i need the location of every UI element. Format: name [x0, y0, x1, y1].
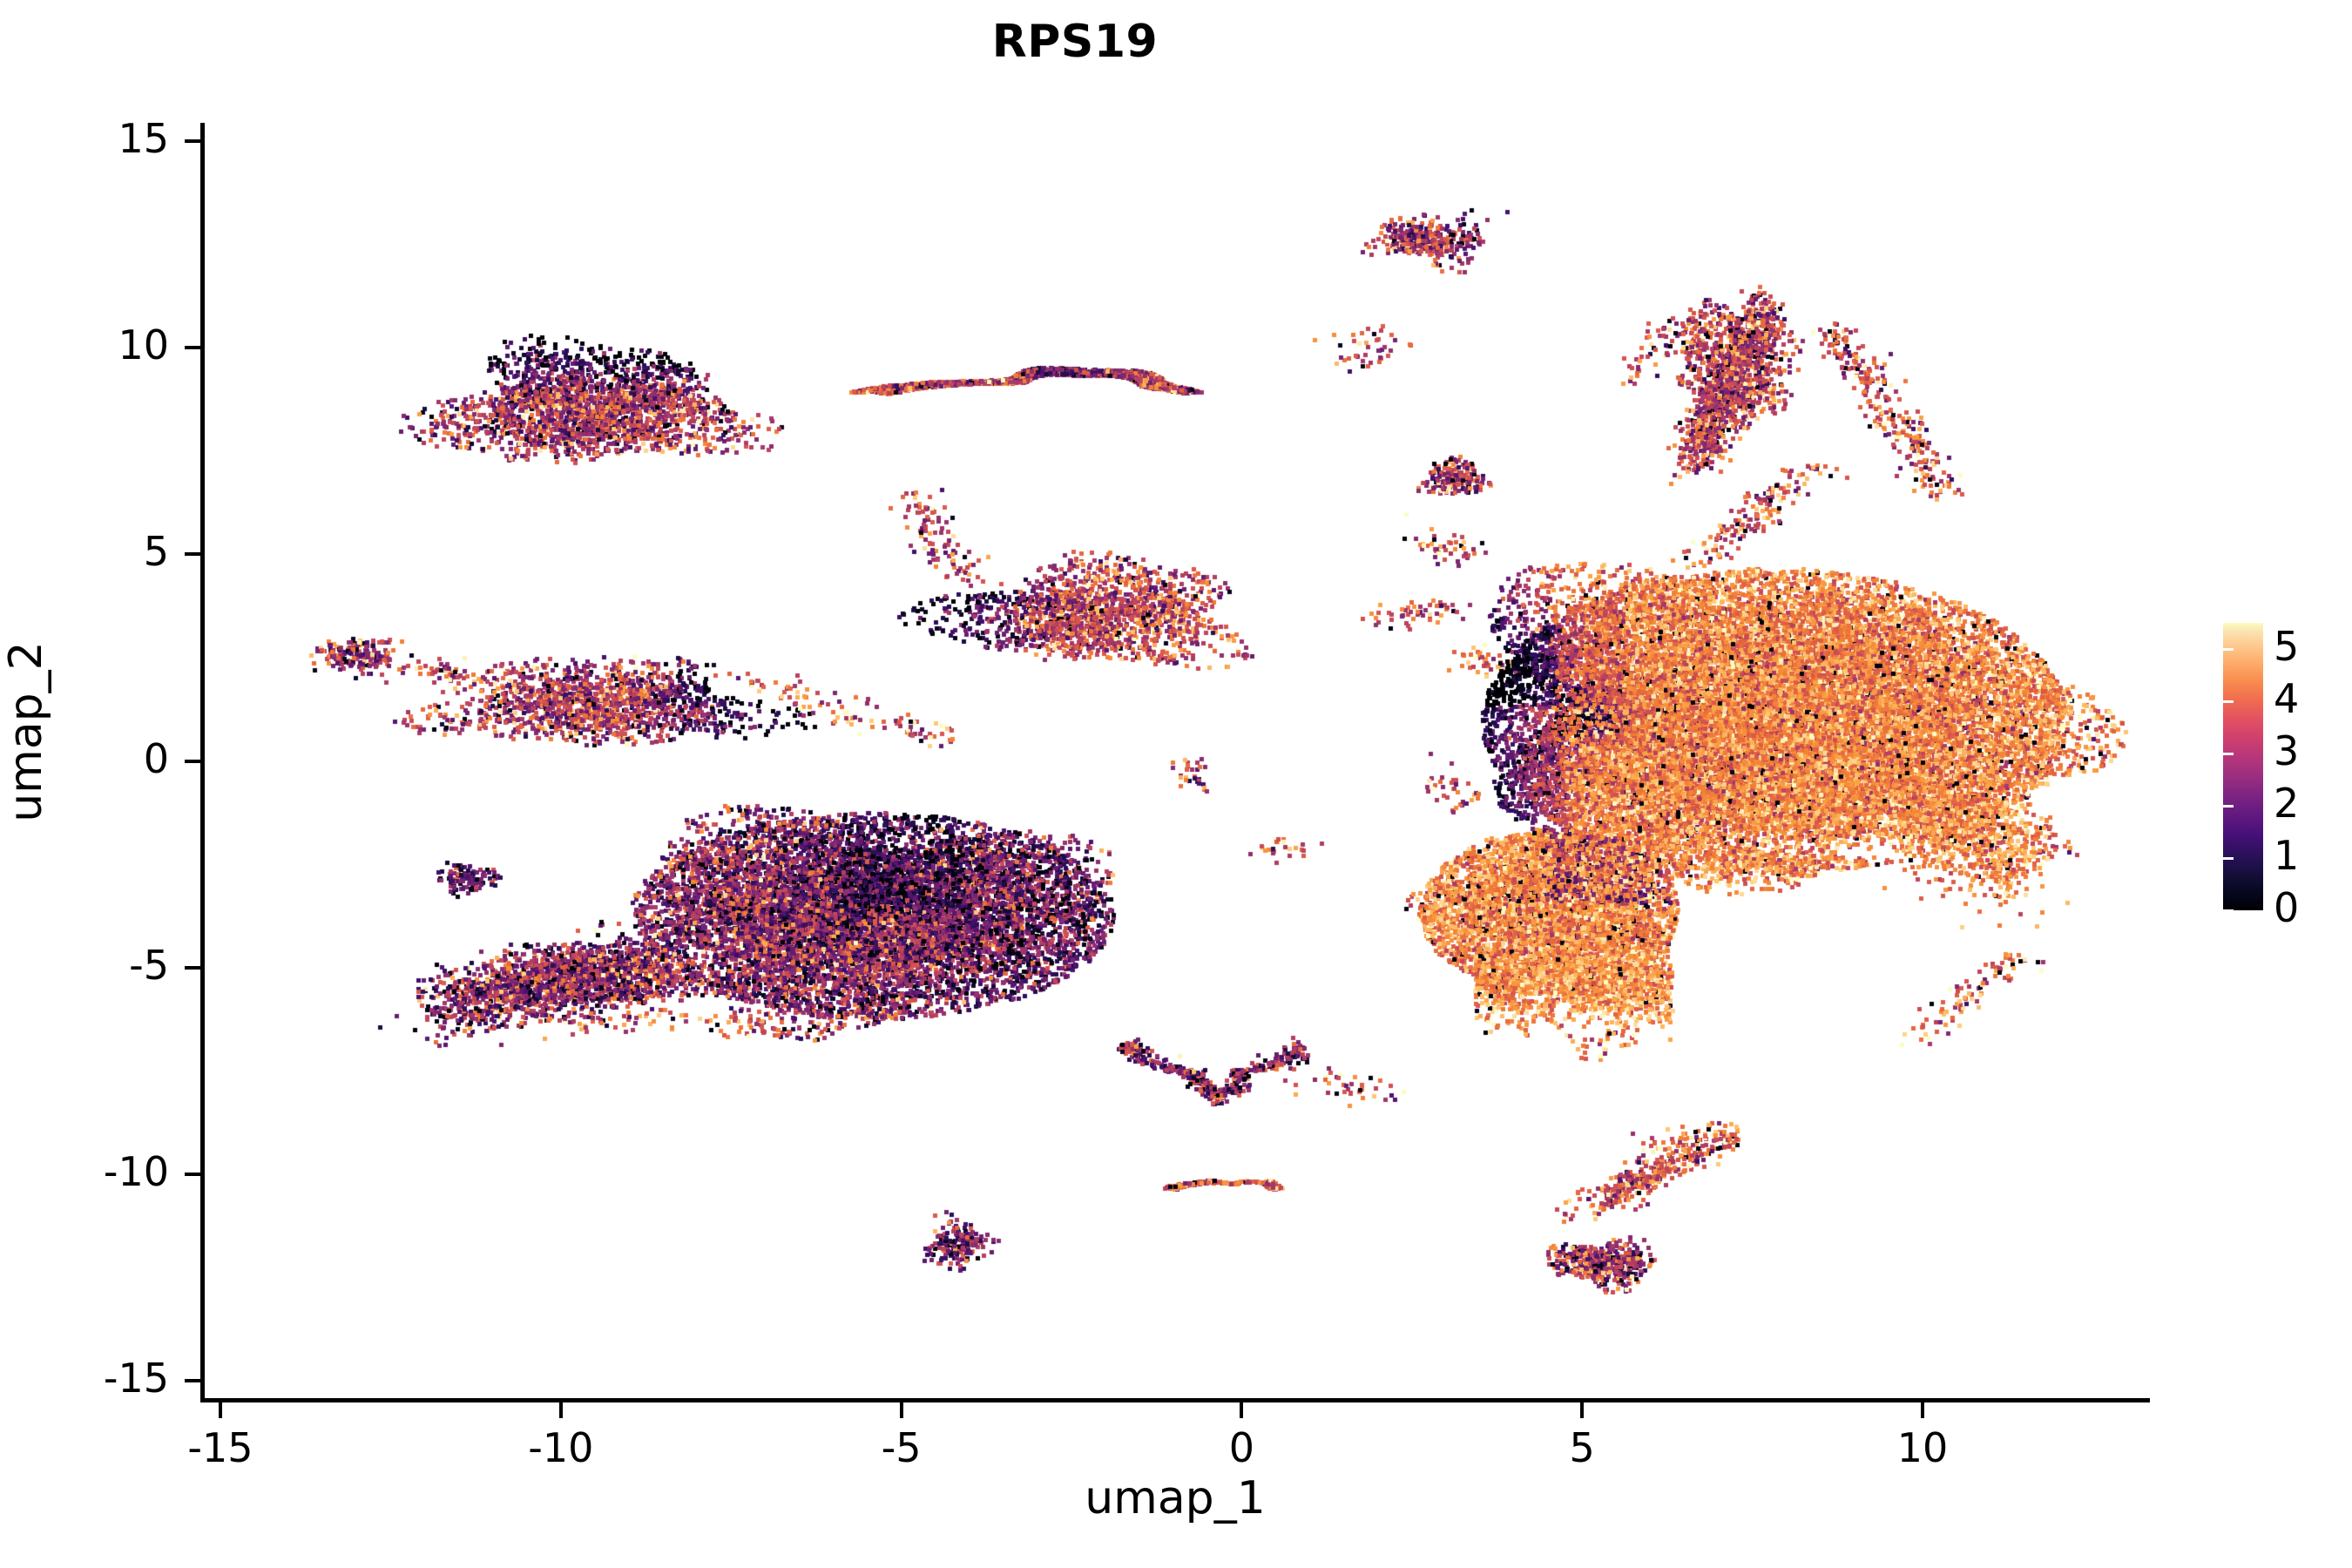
colorbar-tick-label: 1: [2274, 832, 2300, 879]
x-tick-mark: [219, 1402, 222, 1418]
colorbar-tick-mark: [2223, 648, 2234, 651]
y-tick-label: 10: [118, 321, 169, 369]
colorbar-tick-mark: [2223, 909, 2234, 912]
y-axis-label: umap_2: [0, 641, 52, 822]
colorbar-tick-mark: [2223, 857, 2234, 860]
y-tick-label: -5: [129, 941, 169, 989]
y-tick-mark: [185, 139, 200, 143]
page-title: RPS19: [991, 16, 1159, 68]
x-tick-label: 0: [1228, 1424, 1255, 1471]
y-tick-mark: [185, 759, 200, 763]
x-tick-mark: [899, 1402, 903, 1418]
x-tick-label: -10: [528, 1424, 594, 1471]
y-tick-label: -10: [103, 1147, 169, 1195]
y-tick-mark: [185, 965, 200, 970]
colorbar-tick-label: 3: [2274, 727, 2300, 774]
scatter-points-layer: [200, 123, 2150, 1398]
x-tick-label: -5: [881, 1424, 922, 1471]
x-tick-label: 5: [1569, 1424, 1595, 1471]
y-tick-label: -15: [103, 1355, 169, 1402]
plot-area: [200, 123, 2150, 1398]
x-tick-mark: [1240, 1402, 1244, 1418]
colorbar-tick-label: 2: [2274, 780, 2300, 827]
colorbar-tick-mark: [2223, 753, 2234, 755]
colorbar-gradient: [2223, 623, 2263, 910]
x-tick-mark: [558, 1402, 563, 1418]
colorbar-tick-label: 4: [2274, 675, 2300, 722]
y-tick-mark: [185, 1172, 200, 1176]
y-tick-mark: [185, 552, 200, 557]
y-tick-label: 0: [143, 734, 169, 782]
x-tick-label: -15: [187, 1424, 253, 1471]
y-tick-label: 15: [118, 115, 169, 162]
colorbar-tick-label: 5: [2274, 623, 2300, 670]
x-axis-label: umap_1: [1085, 1472, 1266, 1524]
x-axis-spine: [200, 1398, 2150, 1402]
y-tick-mark: [185, 1379, 200, 1382]
y-tick-label: 5: [143, 528, 169, 576]
colorbar: 5 4 3 2 1 0: [2223, 623, 2299, 928]
x-tick-mark: [1921, 1402, 1924, 1418]
y-tick-mark: [185, 346, 200, 350]
colorbar-tick-label: 0: [2274, 884, 2300, 931]
colorbar-tick-mark: [2223, 805, 2234, 808]
colorbar-tick-mark: [2223, 700, 2234, 703]
y-axis-spine: [200, 123, 205, 1402]
x-tick-label: 10: [1896, 1424, 1949, 1471]
x-tick-mark: [1580, 1402, 1585, 1418]
